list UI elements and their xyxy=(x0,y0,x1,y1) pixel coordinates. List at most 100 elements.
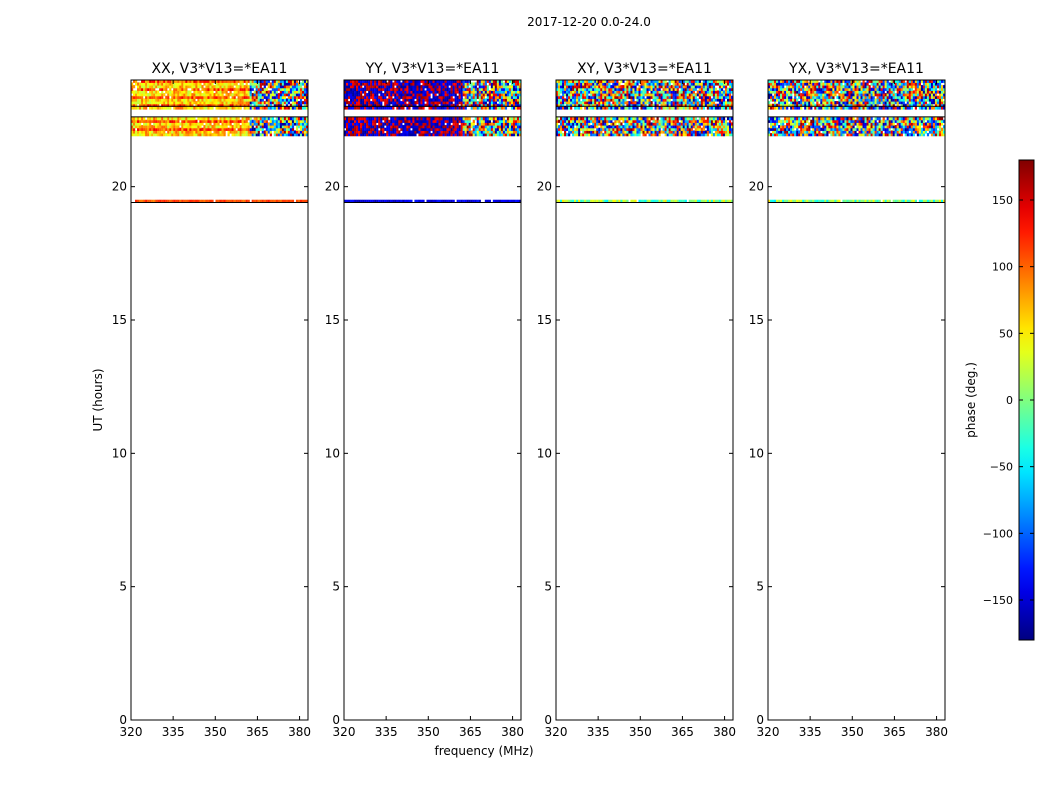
data-cell xyxy=(445,117,447,120)
data-cell xyxy=(224,96,226,99)
data-cell xyxy=(590,125,592,128)
data-cell xyxy=(663,117,665,120)
data-cell xyxy=(667,117,669,120)
x-tick-label: 365 xyxy=(246,725,269,739)
data-cell xyxy=(481,117,483,120)
x-tick-label: 335 xyxy=(162,725,185,739)
data-cell xyxy=(701,82,703,85)
data-cell xyxy=(203,125,205,128)
data-cell xyxy=(133,85,135,88)
data-cell xyxy=(234,117,236,120)
data-cell xyxy=(701,117,703,120)
data-cell xyxy=(406,117,408,120)
data-cell xyxy=(634,117,636,120)
data-cell xyxy=(665,117,667,120)
data-cell xyxy=(197,117,199,120)
data-cell xyxy=(163,117,165,120)
data-cell xyxy=(167,90,169,93)
data-cell xyxy=(169,117,171,120)
panel-title: YY, V3*V13=*EA11 xyxy=(365,61,500,77)
data-cell xyxy=(715,88,717,91)
data-cell xyxy=(143,117,145,120)
data-cell xyxy=(602,117,604,120)
data-cell xyxy=(705,130,707,133)
data-cell xyxy=(394,88,396,91)
data-cell xyxy=(691,117,693,120)
data-cell xyxy=(489,90,491,93)
data-cell xyxy=(630,117,632,120)
data-cell xyxy=(362,96,364,99)
data-cell xyxy=(302,101,304,104)
data-cell xyxy=(230,98,232,101)
data-cell xyxy=(248,122,250,125)
data-cell xyxy=(226,117,228,120)
data-cell xyxy=(562,117,564,120)
data-cell xyxy=(614,117,616,120)
data-cell xyxy=(699,101,701,104)
data-cell xyxy=(566,133,568,136)
data-cell xyxy=(685,85,687,88)
data-cell xyxy=(499,117,501,120)
data-cell xyxy=(483,117,485,120)
data-cell xyxy=(588,117,590,120)
data-cell xyxy=(564,106,566,109)
data-cell xyxy=(362,117,364,120)
x-tick-label: 365 xyxy=(671,725,694,739)
data-cell xyxy=(191,93,193,96)
data-cell xyxy=(661,117,663,120)
data-cell xyxy=(566,117,568,120)
data-cell xyxy=(513,117,515,120)
data-cell xyxy=(246,117,248,120)
data-cell xyxy=(254,128,256,131)
data-cell xyxy=(300,117,302,120)
data-cell xyxy=(610,85,612,88)
y-tick-label: 0 xyxy=(544,713,552,727)
data-cell xyxy=(638,117,640,120)
data-cell xyxy=(449,88,451,91)
data-cell xyxy=(477,117,479,120)
data-cell xyxy=(618,117,620,120)
data-cell xyxy=(634,101,636,104)
data-cell xyxy=(238,85,240,88)
data-cell xyxy=(592,117,594,120)
data-cell xyxy=(151,117,153,120)
data-cell xyxy=(159,93,161,96)
data-cell xyxy=(459,106,461,109)
data-cell xyxy=(179,122,181,125)
data-cell xyxy=(725,101,727,104)
y-tick-label: 5 xyxy=(332,580,340,594)
data-cell xyxy=(451,117,453,120)
data-cell xyxy=(175,117,177,120)
data-cell xyxy=(651,101,653,104)
y-tick-label: 15 xyxy=(325,313,340,327)
data-cell xyxy=(193,106,195,109)
data-cell xyxy=(195,101,197,104)
data-cell xyxy=(501,117,503,120)
data-cell xyxy=(268,90,270,93)
data-cell xyxy=(420,85,422,88)
data-cell xyxy=(469,117,471,120)
data-cell xyxy=(689,117,691,120)
data-cell xyxy=(568,117,570,120)
data-cell xyxy=(580,101,582,104)
data-cell xyxy=(193,117,195,120)
data-cell xyxy=(284,117,286,120)
x-tick-label: 335 xyxy=(375,725,398,739)
data-cell xyxy=(439,106,441,109)
data-cell xyxy=(222,117,224,120)
data-cell xyxy=(382,93,384,96)
data-cell xyxy=(640,117,642,120)
data-cell xyxy=(713,117,715,120)
y-tick-label: 20 xyxy=(537,180,552,194)
data-cell xyxy=(594,130,596,133)
data-cell xyxy=(278,93,280,96)
data-cell xyxy=(348,117,350,120)
data-cell xyxy=(298,130,300,133)
data-cell xyxy=(681,117,683,120)
y-tick-label: 20 xyxy=(112,180,127,194)
data-cell xyxy=(153,117,155,120)
x-tick-label: 380 xyxy=(713,725,736,739)
data-cell xyxy=(883,133,885,136)
data-cell xyxy=(288,106,290,109)
data-cell xyxy=(374,117,376,120)
